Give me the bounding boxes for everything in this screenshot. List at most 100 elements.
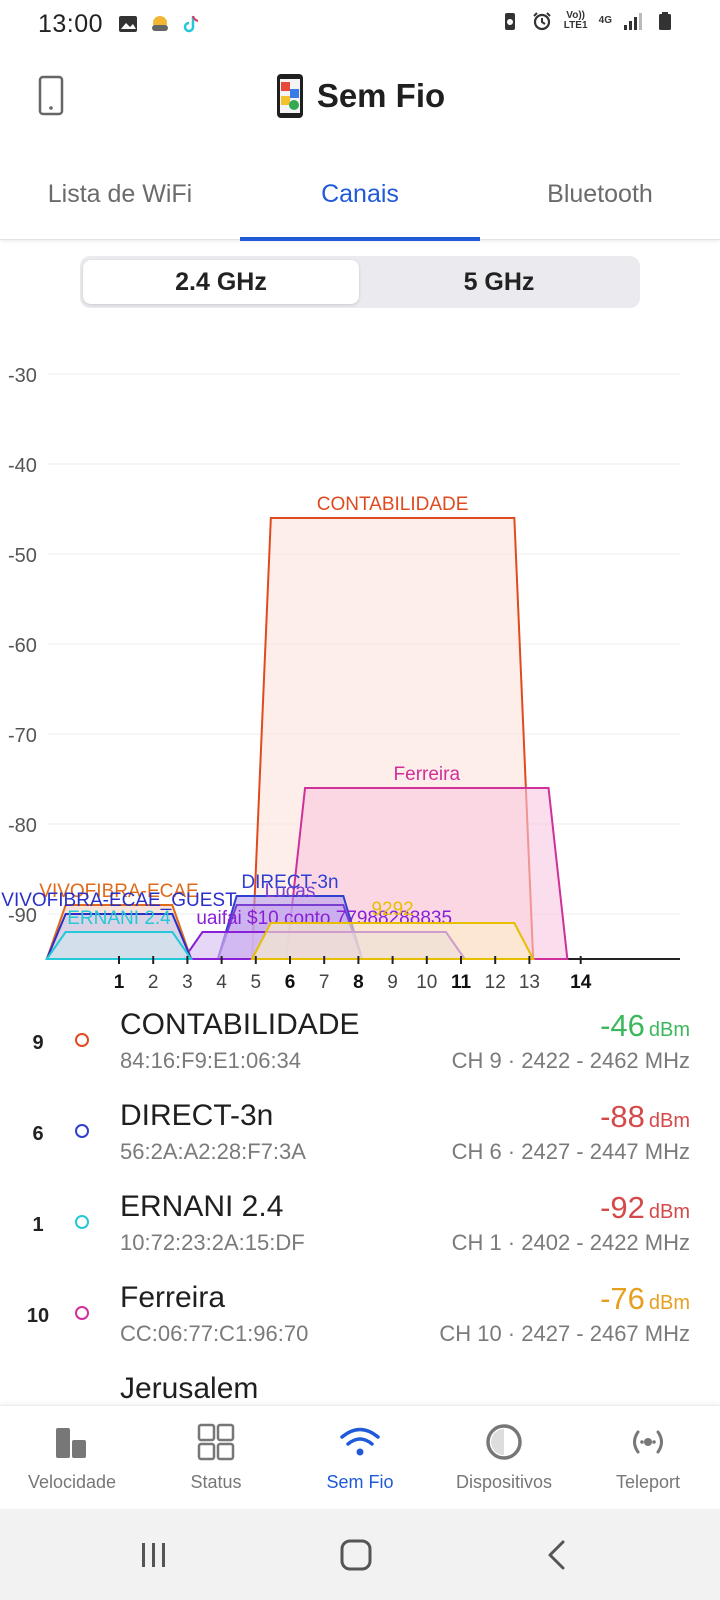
band-option-2-4ghz[interactable]: 2.4 GHz [83,260,359,304]
network-mac: 10:72:23:2A:15:DF [120,1230,305,1255]
channel-chart: -30 -40 -50 -60 -70 -80 -90 CONTABILIDADE Ferrei… [1,365,680,993]
x-tick-label: 3 [182,972,193,993]
system-navigation-bar [0,1509,720,1600]
network-ssid: DIRECT-3n [120,1099,274,1132]
channel-curve-label: ERNANI 2.4 [67,908,171,929]
network-mac: 56:2A:A2:28:F7:3A [120,1139,306,1164]
signal-value: -76 [600,1281,645,1316]
app-header: Sem Fio [0,56,720,140]
image-icon [119,16,138,32]
network-signal: -46 dBm [600,1008,690,1044]
x-tick-label: 7 [319,972,330,993]
y-tick-label: -30 [8,365,37,387]
back-icon[interactable] [538,1535,578,1575]
battery-saver-icon [504,13,515,30]
network-type-indicator: 4G [598,15,612,26]
y-tick-label: -80 [8,815,37,837]
network-color-dot [75,1124,89,1138]
nav-label: Velocidade [27,1472,117,1492]
y-tick-label: -50 [8,545,37,567]
recents-icon[interactable] [134,1535,174,1575]
signal-unit: dBm [648,1201,690,1223]
tab-bluetooth[interactable]: Bluetooth [547,180,653,208]
alarm-icon [532,12,551,31]
status-left-icons [117,13,203,35]
channel-curve [250,922,535,960]
x-tick-label: 11 [451,972,472,993]
speed-icon [56,1428,86,1458]
tiktok-icon [183,15,199,33]
x-tick-label: 1 [114,972,125,993]
page-title: Sem Fio [316,77,446,114]
signal-value: -88 [600,1099,645,1134]
tab-channels[interactable]: Canais [321,180,399,208]
network-color-dot [75,1215,89,1229]
channel-curve-label: DIRECT-3n [241,872,338,893]
nav-label: Dispositivos [455,1472,553,1492]
network-frequency: CH 9 · 2422 - 2462 MHz [451,1048,690,1073]
phone-logo-icon [276,74,303,118]
list-item[interactable]: 10 Ferreira CC:06:77:C1:96:70 -76 dBm CH … [0,1275,720,1367]
channel-curve-label: CONTABILIDADE [317,494,469,515]
nav-status[interactable]: Status [144,1420,288,1493]
network-frequency: CH 6 · 2427 - 2447 MHz [451,1139,690,1164]
signal-value: -92 [600,1190,645,1225]
nav-teleport[interactable]: Teleport [576,1420,720,1493]
signal-icon [624,13,642,30]
band-option-5ghz[interactable]: 5 GHz [463,268,535,296]
signal-unit: dBm [648,1019,690,1041]
tab-wifi-list[interactable]: Lista de WiFi [47,180,193,208]
x-tick-label: 8 [353,972,364,993]
devices-icon [486,1424,522,1460]
network-ssid: Jerusalem [120,1372,259,1402]
network-color-dot [75,1306,89,1320]
signal-unit: dBm [648,1292,690,1314]
active-tab-indicator [240,237,480,241]
network-ssid: CONTABILIDADE [120,1008,360,1041]
nav-label: Teleport [615,1472,681,1492]
phone-icon[interactable] [36,74,68,118]
list-item[interactable]: 1 ERNANI 2.4 10:72:23:2A:15:DF -92 dBm CH… [0,1184,720,1276]
network-mac: 84:16:F9:E1:06:34 [120,1048,302,1073]
network-channel: 1 [32,1214,44,1236]
weather-icon [152,16,169,31]
x-tick-label: 9 [387,972,398,993]
battery-icon [659,12,671,30]
nav-label: Sem Fio [326,1472,394,1492]
home-icon[interactable] [336,1535,376,1575]
nav-devices[interactable]: Dispositivos [432,1420,576,1493]
nav-label: Status [190,1472,242,1492]
channel-curve-label: 9292 [371,899,413,920]
list-item[interactable]: Jerusalem [0,1366,720,1402]
status-bar: 13:00 Vo)) LTE1 4G [0,0,720,48]
network-ssid: Ferreira [120,1281,226,1314]
x-tick-label: 13 [519,972,540,993]
channel-curve [44,931,194,960]
y-tick-label: -60 [8,635,37,657]
network-signal: -92 dBm [600,1190,690,1226]
bottom-navigation: Velocidade Status Sem Fio Dispositivos T… [0,1405,720,1509]
network-color-dot [75,1033,89,1047]
network-signal: -88 dBm [600,1099,690,1135]
network-list: 9 CONTABILIDADE 84:16:F9:E1:06:34 -46 dBm… [0,1002,720,1402]
network-frequency: CH 10 · 2427 - 2467 MHz [439,1321,690,1346]
network-signal: -76 dBm [600,1281,690,1317]
network-mac: CC:06:77:C1:96:70 [120,1321,309,1346]
signal-unit: dBm [648,1110,690,1132]
signal-value: -46 [600,1008,645,1043]
status-time: 13:00 [38,9,104,38]
network-channel: 10 [26,1305,50,1327]
y-tick-label: -70 [8,725,37,747]
nav-wireless[interactable]: Sem Fio [288,1420,432,1493]
teleport-icon [633,1430,663,1454]
status-right-icons: Vo)) LTE1 4G [499,10,676,32]
list-item[interactable]: 6 DIRECT-3n 56:2A:A2:28:F7:3A -88 dBm CH … [0,1093,720,1185]
nav-speed[interactable]: Velocidade [0,1420,144,1493]
x-tick-label: 5 [251,972,262,993]
list-item[interactable]: 9 CONTABILIDADE 84:16:F9:E1:06:34 -46 dBm… [0,1002,720,1094]
network-ssid: ERNANI 2.4 [120,1190,284,1223]
x-tick-label: 4 [216,972,227,993]
y-tick-label: -40 [8,455,37,477]
network-channel: 9 [32,1032,44,1054]
x-tick-label: 2 [148,972,159,993]
